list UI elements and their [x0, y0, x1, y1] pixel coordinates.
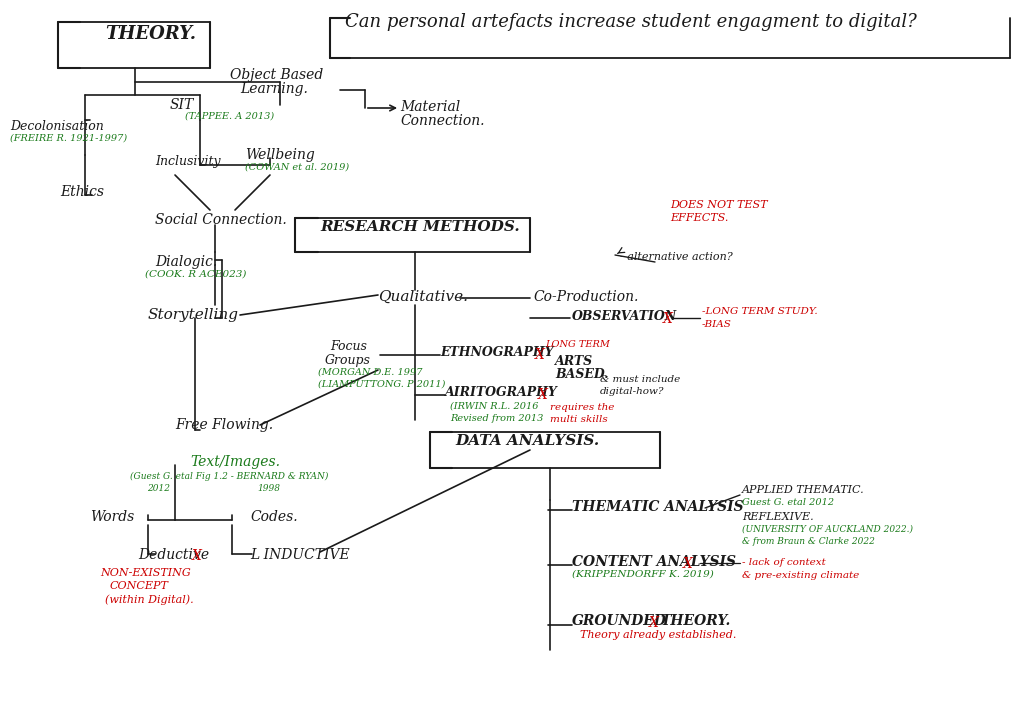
Text: & must include: & must include: [600, 375, 680, 384]
Text: 1998: 1998: [257, 484, 280, 493]
Text: Words: Words: [90, 510, 134, 524]
Text: Can personal artefacts increase student engagment to digital?: Can personal artefacts increase student …: [345, 13, 916, 31]
Text: APPLIED THEMATIC.: APPLIED THEMATIC.: [742, 485, 864, 495]
Text: 2012: 2012: [147, 484, 170, 493]
Text: (KRIPPENDORFF K. 2019): (KRIPPENDORFF K. 2019): [572, 570, 714, 579]
Text: REFLEXIVE.: REFLEXIVE.: [742, 512, 814, 522]
Text: THEORY.: THEORY.: [105, 25, 196, 43]
Text: NON-EXISTING: NON-EXISTING: [100, 568, 190, 578]
Text: Decolonisation: Decolonisation: [10, 120, 103, 133]
Text: THEMATIC ANALYSIS: THEMATIC ANALYSIS: [572, 500, 743, 514]
Text: -BIAS: -BIAS: [702, 320, 732, 329]
Text: DOES NOT TEST: DOES NOT TEST: [670, 200, 768, 210]
Text: X: X: [663, 312, 673, 326]
Text: OBSERVATION: OBSERVATION: [572, 310, 677, 323]
Text: THEORY.: THEORY.: [660, 614, 730, 628]
Text: Inclusivity: Inclusivity: [155, 155, 220, 168]
Text: Co-Production.: Co-Production.: [534, 290, 638, 304]
Text: X: X: [683, 557, 693, 571]
Text: AIRITOGRAPHY: AIRITOGRAPHY: [445, 386, 558, 399]
Text: (COWAN et al. 2019): (COWAN et al. 2019): [245, 163, 349, 172]
Text: Ethics: Ethics: [60, 185, 104, 199]
Text: Social Connection.: Social Connection.: [155, 213, 287, 227]
Text: Focus: Focus: [330, 340, 367, 353]
Text: Learning.: Learning.: [240, 82, 308, 96]
Text: & pre-existing climate: & pre-existing climate: [742, 571, 859, 580]
Text: RESEARCH METHODS.: RESEARCH METHODS.: [319, 220, 519, 234]
Text: Qualitative.: Qualitative.: [378, 290, 468, 304]
Text: Revised from 2013: Revised from 2013: [450, 414, 544, 423]
Text: DATA ANALYSIS.: DATA ANALYSIS.: [455, 434, 599, 448]
Text: CONTENT ANALYSIS: CONTENT ANALYSIS: [572, 555, 736, 569]
Text: Groups: Groups: [325, 354, 371, 367]
Text: Material: Material: [400, 100, 460, 114]
Text: GROUNDED: GROUNDED: [572, 614, 667, 628]
Text: (TAPPEE. A 2013): (TAPPEE. A 2013): [185, 112, 274, 121]
Text: Connection.: Connection.: [400, 114, 484, 128]
Text: digital-how?: digital-how?: [600, 387, 665, 396]
Text: SIT: SIT: [170, 98, 195, 112]
Text: (COOK. R ACE023): (COOK. R ACE023): [145, 270, 247, 279]
Text: - alternative action?: - alternative action?: [620, 252, 733, 262]
Text: X: X: [649, 616, 658, 630]
Text: X: X: [193, 549, 202, 563]
Text: (IRWIN R.L. 2016: (IRWIN R.L. 2016: [450, 402, 539, 411]
Text: Guest G. etal 2012: Guest G. etal 2012: [742, 498, 835, 507]
Text: & from Braun & Clarke 2022: & from Braun & Clarke 2022: [742, 537, 874, 546]
Text: BASED.: BASED.: [555, 368, 608, 381]
Text: - lack of context: - lack of context: [742, 558, 825, 567]
Text: -LONG TERM STUDY.: -LONG TERM STUDY.: [702, 307, 817, 316]
Text: (FREIRE R. 1921-1997): (FREIRE R. 1921-1997): [10, 134, 127, 143]
Text: Codes.: Codes.: [250, 510, 298, 524]
Text: ARTS: ARTS: [555, 355, 593, 368]
Text: Theory already established.: Theory already established.: [580, 630, 736, 640]
Text: Text/Images.: Text/Images.: [190, 455, 280, 469]
Text: (UNIVERSITY OF AUCKLAND 2022.): (UNIVERSITY OF AUCKLAND 2022.): [742, 525, 913, 534]
Text: (LIAMPUTTONG. P 2011): (LIAMPUTTONG. P 2011): [318, 380, 445, 389]
Text: Dialogic.: Dialogic.: [155, 255, 217, 269]
Text: ETHNOGRAPHY: ETHNOGRAPHY: [440, 346, 554, 359]
Text: Storytelling: Storytelling: [148, 308, 239, 322]
Text: CONCEPT: CONCEPT: [110, 581, 169, 591]
Text: LONG TERM: LONG TERM: [545, 340, 610, 349]
Text: Object Based: Object Based: [230, 68, 324, 82]
Text: (within Digital).: (within Digital).: [105, 594, 194, 605]
Text: (MORGAN D.E. 1997: (MORGAN D.E. 1997: [318, 368, 423, 377]
Text: X: X: [538, 388, 548, 402]
Text: requires the: requires the: [550, 403, 614, 412]
Text: EFFECTS.: EFFECTS.: [670, 213, 728, 223]
Text: X: X: [535, 348, 545, 362]
Text: Deductive: Deductive: [138, 548, 209, 562]
Text: (Guest G. etal Fig 1.2 - BERNARD & RYAN): (Guest G. etal Fig 1.2 - BERNARD & RYAN): [130, 472, 329, 481]
Text: L INDUCTIVE: L INDUCTIVE: [250, 548, 349, 562]
Text: multi skills: multi skills: [550, 415, 608, 424]
Text: Wellbeing: Wellbeing: [245, 148, 314, 162]
Text: Free Flowing.: Free Flowing.: [175, 418, 273, 432]
